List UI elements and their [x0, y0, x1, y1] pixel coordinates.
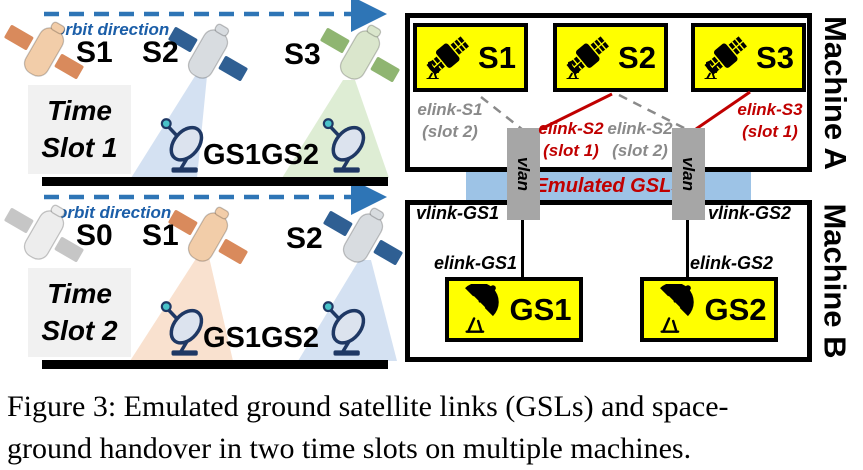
- elink-s3-line: [695, 90, 751, 131]
- time-slot-number: Slot 2: [41, 314, 118, 346]
- ground-station-label: GS1: [203, 139, 262, 171]
- node-s3: S3: [691, 23, 806, 92]
- link-slot: (slot 1): [543, 140, 599, 160]
- node-s1: S1: [413, 23, 528, 92]
- ground-station-label: GS2: [261, 139, 320, 171]
- satellite-label: S2: [142, 36, 179, 69]
- machine-a-text: Machine A: [818, 15, 854, 170]
- link-name: elink-S2: [607, 119, 673, 138]
- machine-a-label: Machine A: [810, 13, 860, 172]
- node-label: S1: [478, 39, 516, 75]
- beam-s1-gs1-slot2: [130, 257, 233, 361]
- satellite-label: S1: [76, 36, 113, 69]
- satellite-icon: [323, 207, 403, 265]
- machine-b-label: Machine B: [810, 200, 860, 362]
- elink-s2-slot1-line: [536, 92, 613, 133]
- orbit-direction-label: orbit direction: [55, 20, 170, 39]
- vlan-label: vlan: [679, 156, 699, 192]
- satellite-icon: [168, 206, 248, 264]
- satellite-icon: [4, 204, 84, 262]
- orbit-direction-label: orbit direction: [57, 203, 172, 222]
- time-slot-word: Time: [47, 95, 112, 127]
- node-s2: S2: [553, 23, 668, 92]
- beam-s3-gs2-slot1: [282, 80, 389, 178]
- ground-station-glyph-icon: [465, 284, 500, 333]
- node-gs2: GS2: [640, 277, 778, 342]
- ground-station-label: GS2: [261, 322, 320, 354]
- satellite-glyph-icon: [426, 36, 470, 79]
- node-label: GS1: [509, 291, 572, 327]
- elink-s3-label: elink-S3 (slot 1): [733, 99, 807, 143]
- elink-lines-layer: [480, 90, 751, 133]
- vlan-switch-1: vlan: [507, 128, 540, 220]
- caption-line-1: Figure 3: Emulated ground satellite link…: [7, 390, 729, 423]
- satellite-icon: [320, 24, 400, 82]
- satellite-dish-icon: [160, 118, 204, 173]
- ground-station-label: GS1: [203, 322, 262, 354]
- satellite-glyph-icon: [704, 36, 748, 79]
- elink-gs2-label: elink-GS2: [690, 253, 774, 273]
- vlink-gs2-label: vlink-GS2: [708, 203, 792, 223]
- vlink-gs2-line: [686, 214, 689, 278]
- node-label: GS2: [704, 291, 767, 327]
- elink-s2-slot1-label: elink-S2 (slot 1): [533, 118, 609, 162]
- satellite-dish-icon: [322, 118, 366, 173]
- link-slot: (slot 2): [422, 121, 478, 141]
- ground-station-glyph-icon: [660, 284, 695, 333]
- caption-line-2: ground handover in two time slots on mul…: [7, 432, 692, 465]
- time-slot-number: Slot 1: [41, 131, 118, 163]
- link-slot: (slot 1): [742, 121, 798, 141]
- satellite-icon: [4, 21, 84, 79]
- emulated-gsl-label: Emulated GSLs: [534, 175, 683, 197]
- node-label: S2: [618, 39, 656, 75]
- vlan-label: vlan: [514, 156, 534, 192]
- satellite-dish-icon: [322, 301, 366, 356]
- link-name: elink-S3: [737, 100, 803, 119]
- ground-line-slot1: [42, 177, 388, 186]
- time-slot-word: Time: [47, 278, 112, 310]
- link-name: elink-S2: [538, 119, 604, 138]
- machine-b-text: Machine B: [818, 203, 853, 359]
- satellite-label: S3: [284, 38, 321, 71]
- elink-s1-line: [480, 96, 524, 131]
- satellite-label: S2: [286, 222, 323, 255]
- link-name: elink-S1: [417, 100, 483, 119]
- satellite-label: S0: [76, 219, 113, 252]
- vlan-switch-2: vlan: [672, 128, 705, 220]
- elink-s2-slot2-label: elink-S2 (slot 2): [604, 118, 676, 162]
- satellite-glyph-icon: [566, 36, 610, 79]
- satellite-dish-icon: [160, 301, 204, 356]
- elink-gs1-label: elink-GS1: [434, 253, 518, 273]
- ground-line-slot2: [42, 360, 388, 369]
- time-slot-1-box: Time Slot 1: [28, 85, 131, 174]
- vlink-gs1-label: vlink-GS1: [416, 203, 500, 223]
- time-slot-2-box: Time Slot 2: [28, 268, 131, 357]
- vlink-gs1-line: [521, 214, 524, 278]
- elink-s2-slot2-line: [618, 93, 689, 132]
- satellite-label: S1: [142, 219, 179, 252]
- elink-s1-label: elink-S1 (slot 2): [413, 99, 487, 143]
- link-slot: (slot 2): [612, 140, 668, 160]
- figure-caption: Figure 3: Emulated ground satellite link…: [7, 386, 729, 470]
- node-label: S3: [756, 39, 794, 75]
- satellite-icon: [168, 23, 248, 81]
- node-gs1: GS1: [445, 277, 583, 342]
